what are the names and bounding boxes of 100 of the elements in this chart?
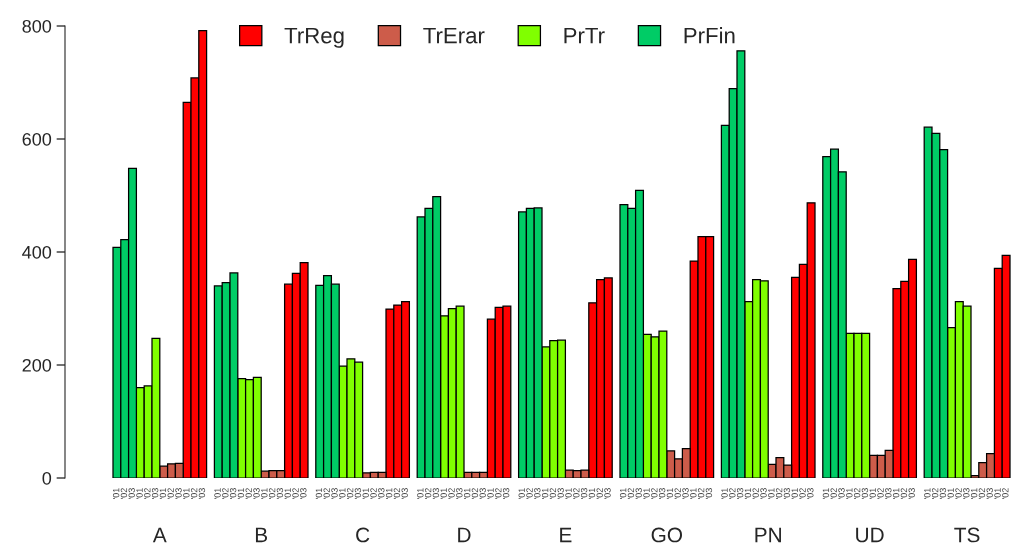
x-tick-label: '02 — [393, 488, 401, 500]
y-tick-label: 600 — [22, 132, 52, 146]
legend-label: TrErar — [423, 27, 485, 44]
x-tick-label: '01 — [791, 488, 798, 500]
x-tick-label: '01 — [159, 488, 167, 500]
x-tick-label: '02 — [853, 488, 861, 500]
text: C — [356, 527, 370, 543]
text: GO — [651, 527, 683, 543]
x-tick-label: '01 — [892, 488, 900, 500]
x-tick-label: '01 — [112, 488, 120, 500]
x-tick-label: '02 — [526, 488, 533, 500]
x-tick-label: '03 — [401, 488, 408, 500]
x-tick-label: '03 — [557, 488, 564, 500]
x-tick-label: '03 — [783, 488, 791, 500]
x-tick-label: '03 — [705, 488, 713, 500]
x-tick-label: '01 — [440, 488, 447, 500]
x-tick-label: '01 — [768, 488, 775, 500]
x-tick-label: '01 — [846, 488, 853, 500]
x-tick-label: '02 — [190, 488, 198, 500]
x-tick-label: '02 — [931, 488, 939, 500]
text: A — [152, 527, 167, 543]
x-tick-label: '03 — [151, 488, 159, 500]
x-tick-label: '01 — [588, 488, 596, 500]
x-tick-label: '01 — [487, 488, 494, 500]
x-tick-label: '03 — [658, 488, 666, 500]
x-tick-label: '01 — [970, 488, 978, 500]
x-tick-label: '03 — [838, 488, 845, 500]
x-tick-label: '03 — [534, 488, 541, 500]
x-tick-label: '02 — [799, 488, 806, 500]
x-tick-label: '03 — [604, 488, 611, 500]
x-tick-label: '01 — [463, 488, 471, 500]
y-tick-label: 200 — [22, 358, 52, 372]
x-tick-label: '03 — [635, 488, 642, 500]
x-tick-label: '02 — [222, 488, 229, 500]
x-tick-label: '02 — [120, 488, 128, 500]
x-tick-label: '02 — [877, 488, 884, 500]
x-tick-label: '01 — [947, 488, 954, 500]
x-tick-label: '02 — [549, 488, 557, 500]
x-tick-label: '02 — [752, 488, 759, 500]
x-tick-label: '03 — [276, 488, 284, 500]
x-tick-label: '02 — [424, 488, 432, 500]
x-tick-label: '03 — [175, 488, 182, 500]
x-tick-label: '03 — [198, 488, 206, 500]
x-tick-label: '02 — [697, 488, 705, 500]
x-tick-label: '01 — [744, 488, 752, 500]
x-tick-label: '03 — [229, 488, 237, 500]
x-tick-label: '03 — [908, 488, 915, 500]
x-tick-label: '02 — [651, 488, 658, 500]
x-tick-label: '01 — [261, 488, 268, 500]
x-tick-label: '03 — [378, 488, 385, 500]
x-tick-label: '02 — [775, 488, 783, 500]
legend-label: PrTr — [564, 27, 605, 44]
x-tick-label: '03 — [456, 488, 463, 500]
x-tick-label: '02 — [627, 488, 635, 500]
x-tick-label: '03 — [682, 488, 689, 500]
x-tick-label: '03 — [128, 488, 135, 500]
x-tick-label: '01 — [924, 488, 931, 500]
x-tick-label: '01 — [619, 488, 627, 500]
x-tick-label: '02 — [900, 488, 908, 500]
y-tick-label: 400 — [22, 245, 52, 259]
x-tick-label: '01 — [690, 488, 697, 500]
x-tick-label: '01 — [565, 488, 572, 500]
x-tick-label: '01 — [417, 488, 424, 500]
x-tick-label: '03 — [331, 488, 338, 500]
text: UD — [856, 527, 884, 543]
x-tick-label: '03 — [432, 488, 440, 500]
legend-label: PrFin — [684, 27, 735, 44]
text: TS — [954, 527, 980, 543]
x-tick-label: '03 — [253, 488, 260, 500]
text: D — [458, 527, 471, 543]
x-tick-label: '02 — [1002, 488, 1009, 500]
x-tick-label: '01 — [994, 488, 1001, 500]
x-tick-label: '01 — [237, 488, 245, 500]
x-tick-label: '03 — [736, 488, 744, 500]
x-tick-label: '02 — [674, 488, 681, 500]
x-tick-label: '02 — [729, 488, 736, 500]
x-tick-label: '02 — [346, 488, 354, 500]
x-tick-label: '01 — [183, 488, 190, 500]
x-tick-label: '03 — [300, 488, 307, 500]
y-tick-label: 0 — [42, 471, 52, 485]
x-tick-label: '02 — [978, 488, 986, 500]
x-tick-label: '01 — [136, 488, 143, 500]
x-tick-label: '01 — [339, 488, 346, 500]
text: PN — [755, 527, 781, 543]
text: B — [255, 527, 268, 543]
x-tick-label: '03 — [861, 488, 869, 500]
x-tick-label: '03 — [760, 488, 767, 500]
x-tick-label: '01 — [284, 488, 291, 500]
x-tick-label: '02 — [323, 488, 330, 500]
x-tick-label: '03 — [502, 488, 510, 500]
x-tick-label: '02 — [268, 488, 276, 500]
x-tick-label: '02 — [573, 488, 580, 500]
x-tick-label: '02 — [144, 488, 151, 500]
x-tick-label: '03 — [580, 488, 588, 500]
x-tick-label: '02 — [292, 488, 299, 500]
x-tick-label: '01 — [643, 488, 650, 500]
x-tick-label: '01 — [541, 488, 549, 500]
x-tick-label: '01 — [214, 488, 221, 500]
x-tick-label: '01 — [315, 488, 323, 500]
x-tick-label: '01 — [822, 488, 830, 500]
